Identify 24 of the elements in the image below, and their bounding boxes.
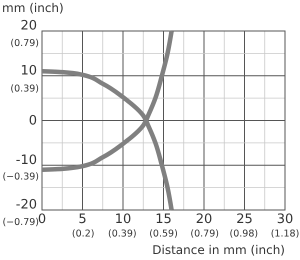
- x-tick-label: 25: [236, 212, 253, 228]
- y-tick-label: 0: [28, 114, 37, 129]
- y2-tick-label: (−0.79): [2, 217, 39, 228]
- x2-tick-label: (0.39): [108, 228, 137, 240]
- x-tick-label: 10: [114, 212, 132, 228]
- x2-tick-label: (0.2): [72, 228, 94, 240]
- y2-tick-label: (0.79): [10, 38, 39, 50]
- y-axis-title: mm (inch): [2, 1, 64, 15]
- y2-tick-label: (0.39): [10, 83, 39, 94]
- x-axis-title: Distance in mm (inch): [152, 243, 285, 257]
- y-tick-label: 10: [20, 63, 37, 78]
- x2-tick-label: (1.18): [270, 228, 300, 240]
- x2-tick-label: (0.98): [230, 228, 258, 240]
- y-tick-label: -10: [16, 152, 37, 168]
- y2-tick-label: (−0.39): [2, 172, 39, 183]
- x2-tick-label: (0.59): [149, 228, 178, 240]
- x-tick-label: 30: [276, 212, 294, 228]
- x-tick-label: 15: [155, 212, 172, 228]
- x-tick-label: 20: [196, 212, 212, 228]
- x-tick-label: 0: [38, 212, 46, 228]
- x2-tick-label: (0.79): [190, 228, 219, 240]
- y-tick-label: 20: [20, 18, 37, 34]
- y-tick-label: -20: [16, 198, 37, 213]
- x-tick-label: 5: [78, 212, 87, 228]
